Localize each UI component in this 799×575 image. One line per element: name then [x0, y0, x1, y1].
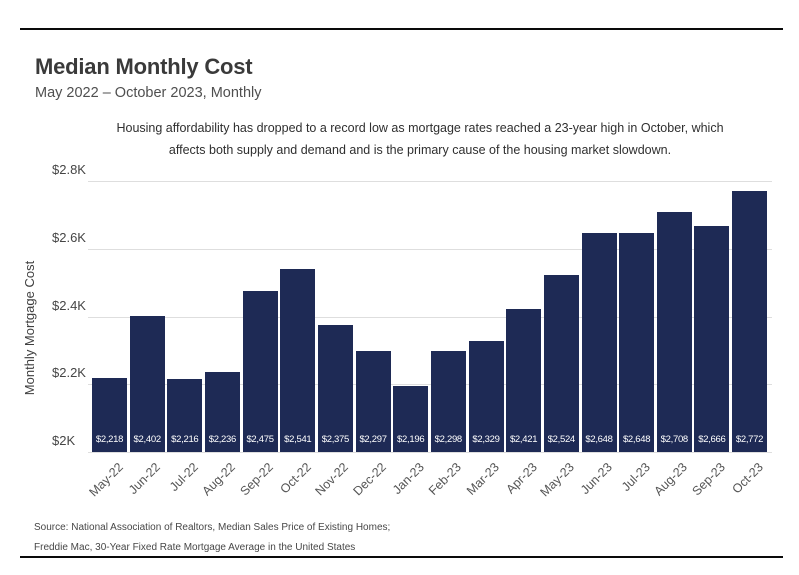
bar: [581, 232, 617, 452]
annotation-line-1: Housing affordability has dropped to a r…: [116, 121, 724, 135]
y-tick-label: $2.2K: [52, 365, 86, 380]
bar-value-label: $2,218: [95, 434, 124, 445]
bar-value-label: $2,297: [359, 434, 387, 445]
chart-annotation: Housing affordability has dropped to a r…: [80, 117, 760, 161]
bar-value-label: $2,375: [321, 434, 350, 445]
bar-value-label: $2,524: [547, 434, 576, 445]
bar: [468, 340, 504, 452]
bar: [393, 385, 429, 452]
bar-value-label: $2,236: [208, 434, 237, 445]
source-note: Source: National Association of Realtors…: [34, 518, 390, 558]
y-tick-label: $2.8K: [52, 162, 86, 177]
bar: [242, 291, 278, 452]
bar: [430, 351, 466, 452]
bar-value-label: $2,329: [472, 434, 500, 445]
bar: [543, 274, 579, 452]
source-line-1: Source: National Association of Realtors…: [34, 522, 391, 533]
bar: [204, 372, 240, 452]
bar: [280, 268, 316, 452]
bar-value-label: $2,402: [133, 434, 162, 445]
bar-value-label: $2,666: [698, 434, 726, 445]
bar: [506, 309, 542, 452]
bar: [92, 378, 127, 452]
bar: [355, 351, 391, 452]
bar: [694, 226, 730, 452]
bottom-divider: [20, 556, 783, 558]
bar: [317, 325, 353, 452]
bar-value-label: $2,421: [509, 434, 538, 445]
bar-value-label: $2,648: [622, 434, 651, 445]
bar-value-label: $2,708: [660, 434, 689, 445]
chart-subtitle: May 2022 – October 2023, Monthly: [35, 85, 262, 101]
bar-value-label: $2,541: [284, 434, 312, 445]
bar-value-label: $2,772: [735, 434, 764, 445]
bar: [167, 378, 203, 452]
source-line-2: Freddie Mac, 30-Year Fixed Rate Mortgage…: [34, 542, 356, 553]
chart-title: Median Monthly Cost: [35, 54, 253, 79]
bar-value-label: $2,298: [434, 434, 463, 445]
top-divider: [20, 28, 783, 30]
y-tick-label: $2.6K: [52, 230, 86, 245]
bar: [732, 190, 767, 452]
gridline: [88, 249, 772, 250]
bar: [129, 315, 165, 452]
annotation-line-2: affects both supply and demand and is th…: [168, 143, 672, 157]
bar-value-label: $2,196: [397, 434, 425, 445]
gridline: [88, 384, 772, 385]
gridline: [88, 181, 772, 182]
bar-value-label: $2,216: [171, 434, 199, 445]
gridline: [88, 317, 772, 318]
bar-value-label: $2,475: [246, 434, 274, 445]
bar-value-label: $2,648: [585, 434, 613, 445]
y-tick-label: $2K: [52, 433, 76, 448]
bar: [656, 212, 692, 452]
y-tick-label: $2.4K: [52, 298, 86, 313]
gridline: [88, 452, 772, 453]
bar: [619, 232, 655, 452]
